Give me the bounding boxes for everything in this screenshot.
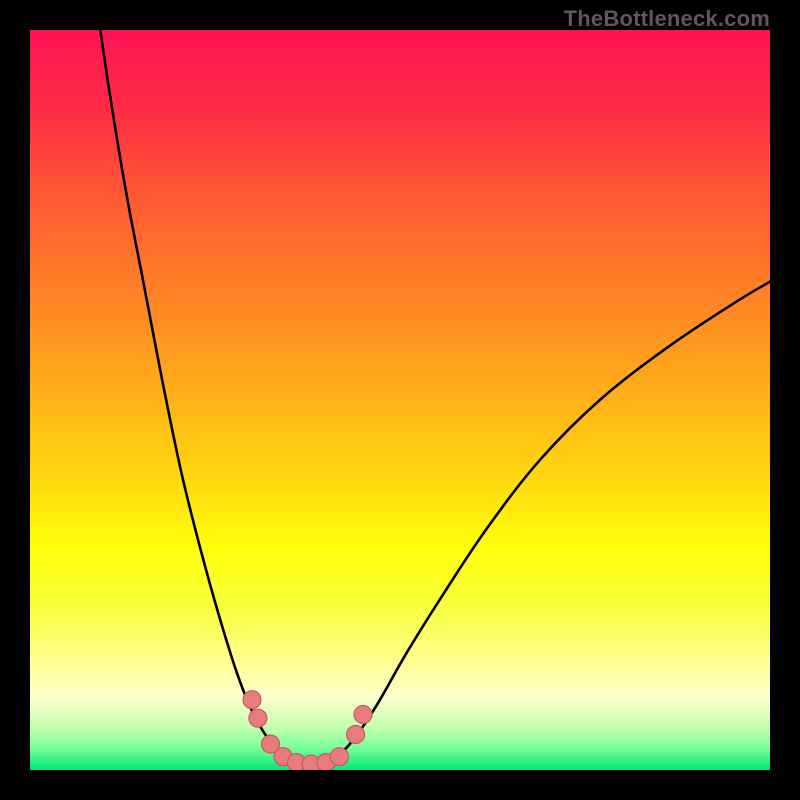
gradient-background	[30, 30, 770, 770]
chart-frame: TheBottleneck.com	[0, 0, 800, 800]
data-marker	[354, 706, 372, 724]
plot-svg	[30, 30, 770, 770]
data-marker	[347, 725, 365, 743]
plot-area	[30, 30, 770, 770]
watermark-text: TheBottleneck.com	[564, 6, 770, 32]
data-marker	[243, 691, 261, 709]
data-marker	[249, 709, 267, 727]
data-marker	[330, 748, 348, 766]
